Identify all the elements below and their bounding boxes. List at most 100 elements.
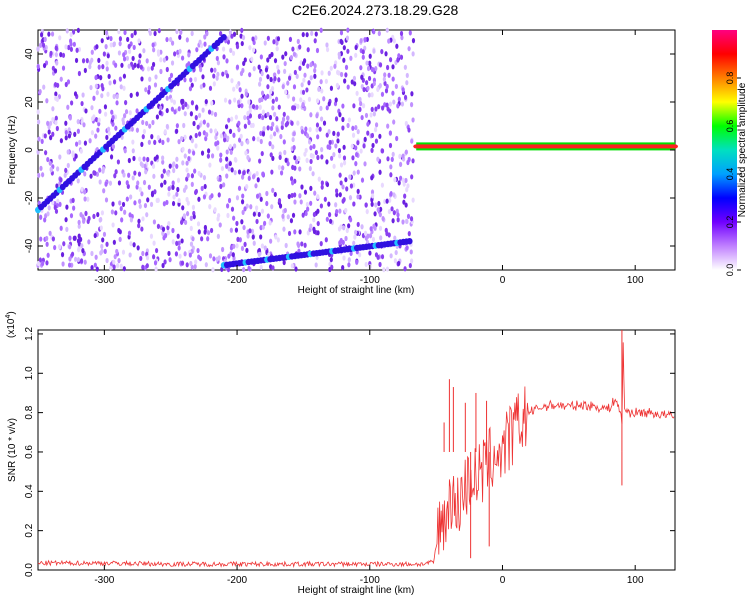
heatmap-speckle: [313, 73, 317, 79]
heatmap-speckle: [271, 265, 275, 271]
heatmap-speckle: [338, 208, 342, 214]
heatmap-speckle: [347, 262, 351, 268]
heatmap-speckle: [277, 197, 282, 204]
heatmap-speckle: [327, 212, 332, 218]
heatmap-speckle: [165, 199, 169, 206]
heatmap-speckle: [187, 61, 191, 67]
heatmap-speckle: [288, 75, 292, 81]
heatmap-speckle: [66, 104, 70, 110]
heatmap-speckle: [337, 148, 342, 154]
heatmap-speckle: [185, 196, 189, 203]
heatmap-speckle: [174, 251, 179, 257]
heatmap-speckle: [302, 58, 307, 64]
heatmap-speckle: [368, 233, 373, 239]
heatmap-speckle: [383, 72, 387, 78]
heatmap-speckle: [56, 198, 60, 204]
heatmap-speckle: [393, 258, 397, 264]
heatmap-speckle: [104, 44, 108, 50]
heatmap-speckle: [405, 245, 409, 251]
heatmap-speckle: [373, 211, 377, 217]
heatmap-speckle: [142, 179, 147, 186]
heatmap-speckle: [385, 64, 390, 71]
heatmap-speckle: [294, 159, 299, 165]
heatmap-speckle: [327, 70, 331, 76]
heatmap-speckle: [250, 228, 255, 234]
heatmap-speckle: [196, 221, 201, 227]
heatmap-speckle: [64, 167, 68, 173]
heatmap-speckle: [156, 197, 160, 203]
heatmap-speckle: [137, 223, 141, 229]
heatmap-speckle: [109, 35, 113, 42]
heatmap-speckle: [325, 105, 329, 111]
colorbar-tick-label: 0.2: [725, 216, 735, 229]
heatmap-speckle: [178, 34, 182, 40]
heatmap-speckle: [345, 227, 349, 234]
heatmap-speckle: [335, 188, 339, 194]
heatmap-speckle: [142, 156, 146, 162]
heatmap-speckle: [373, 127, 378, 133]
heatmap-speckle: [319, 105, 323, 111]
heatmap-speckle: [190, 82, 194, 88]
heatmap-speckle: [296, 103, 300, 109]
heatmap-speckle: [354, 151, 359, 158]
heatmap-speckle: [89, 84, 93, 91]
heatmap-speckle: [345, 186, 349, 192]
heatmap-speckle: [94, 117, 99, 123]
heatmap-speckle: [301, 101, 305, 108]
heatmap-speckle: [378, 169, 382, 175]
heatmap-speckle: [371, 142, 375, 149]
heatmap-speckle: [193, 263, 197, 270]
heatmap-speckle: [100, 243, 104, 250]
heatmap-speckle: [145, 263, 149, 269]
heatmap-speckle: [258, 104, 262, 110]
heatmap-speckle: [271, 144, 275, 150]
heatmap-speckle: [385, 27, 389, 33]
heatmap-speckle: [287, 193, 291, 200]
heatmap-speckle: [292, 51, 296, 57]
heatmap-speckle: [224, 124, 229, 130]
heatmap-speckle: [313, 190, 317, 196]
heatmap-speckle: [360, 224, 364, 230]
heatmap-speckle: [363, 230, 368, 236]
heatmap-speckle: [74, 153, 78, 159]
heatmap-speckle: [298, 229, 302, 235]
heatmap-speckle: [121, 249, 126, 255]
heatmap-speckle: [358, 106, 362, 113]
heatmap-speckle: [227, 117, 231, 123]
heatmap-speckle: [168, 36, 173, 43]
heatmap-speckle: [399, 54, 404, 60]
heatmap-speckle: [234, 227, 239, 233]
heatmap-speckle: [173, 51, 177, 57]
heatmap-speckle: [103, 248, 107, 254]
heatmap-speckle: [336, 138, 340, 144]
heatmap-speckle: [226, 135, 230, 141]
heatmap-speckle: [306, 47, 310, 53]
heatmap-speckle: [177, 240, 181, 246]
heatmap-speckle: [406, 183, 410, 189]
heatmap-speckle: [325, 132, 329, 138]
heatmap-speckle: [59, 76, 63, 82]
heatmap-speckle: [72, 235, 76, 241]
heatmap-speckle: [108, 180, 113, 186]
heatmap-speckle: [191, 204, 196, 210]
heatmap-speckle: [83, 140, 88, 146]
y-tick-label: 1.0: [24, 366, 35, 380]
heatmap-speckle: [129, 194, 133, 200]
heatmap-speckle: [304, 210, 308, 217]
heatmap-speckle: [341, 264, 345, 271]
heatmap-speckle: [397, 96, 401, 102]
heatmap-speckle: [411, 38, 416, 44]
heatmap-speckle: [145, 212, 149, 218]
heatmap-speckle: [189, 215, 193, 221]
heatmap-speckle: [240, 245, 245, 252]
heatmap-speckle: [133, 62, 137, 68]
heatmap-speckle: [252, 66, 256, 72]
heatmap-speckle: [181, 146, 185, 152]
heatmap-speckle: [334, 116, 339, 122]
heatmap-speckle: [177, 197, 181, 204]
heatmap-speckle: [309, 145, 313, 151]
heatmap-speckle: [114, 125, 118, 131]
heatmap-speckle: [396, 217, 400, 223]
heatmap-speckle: [122, 56, 127, 62]
heatmap-speckle: [183, 134, 187, 140]
